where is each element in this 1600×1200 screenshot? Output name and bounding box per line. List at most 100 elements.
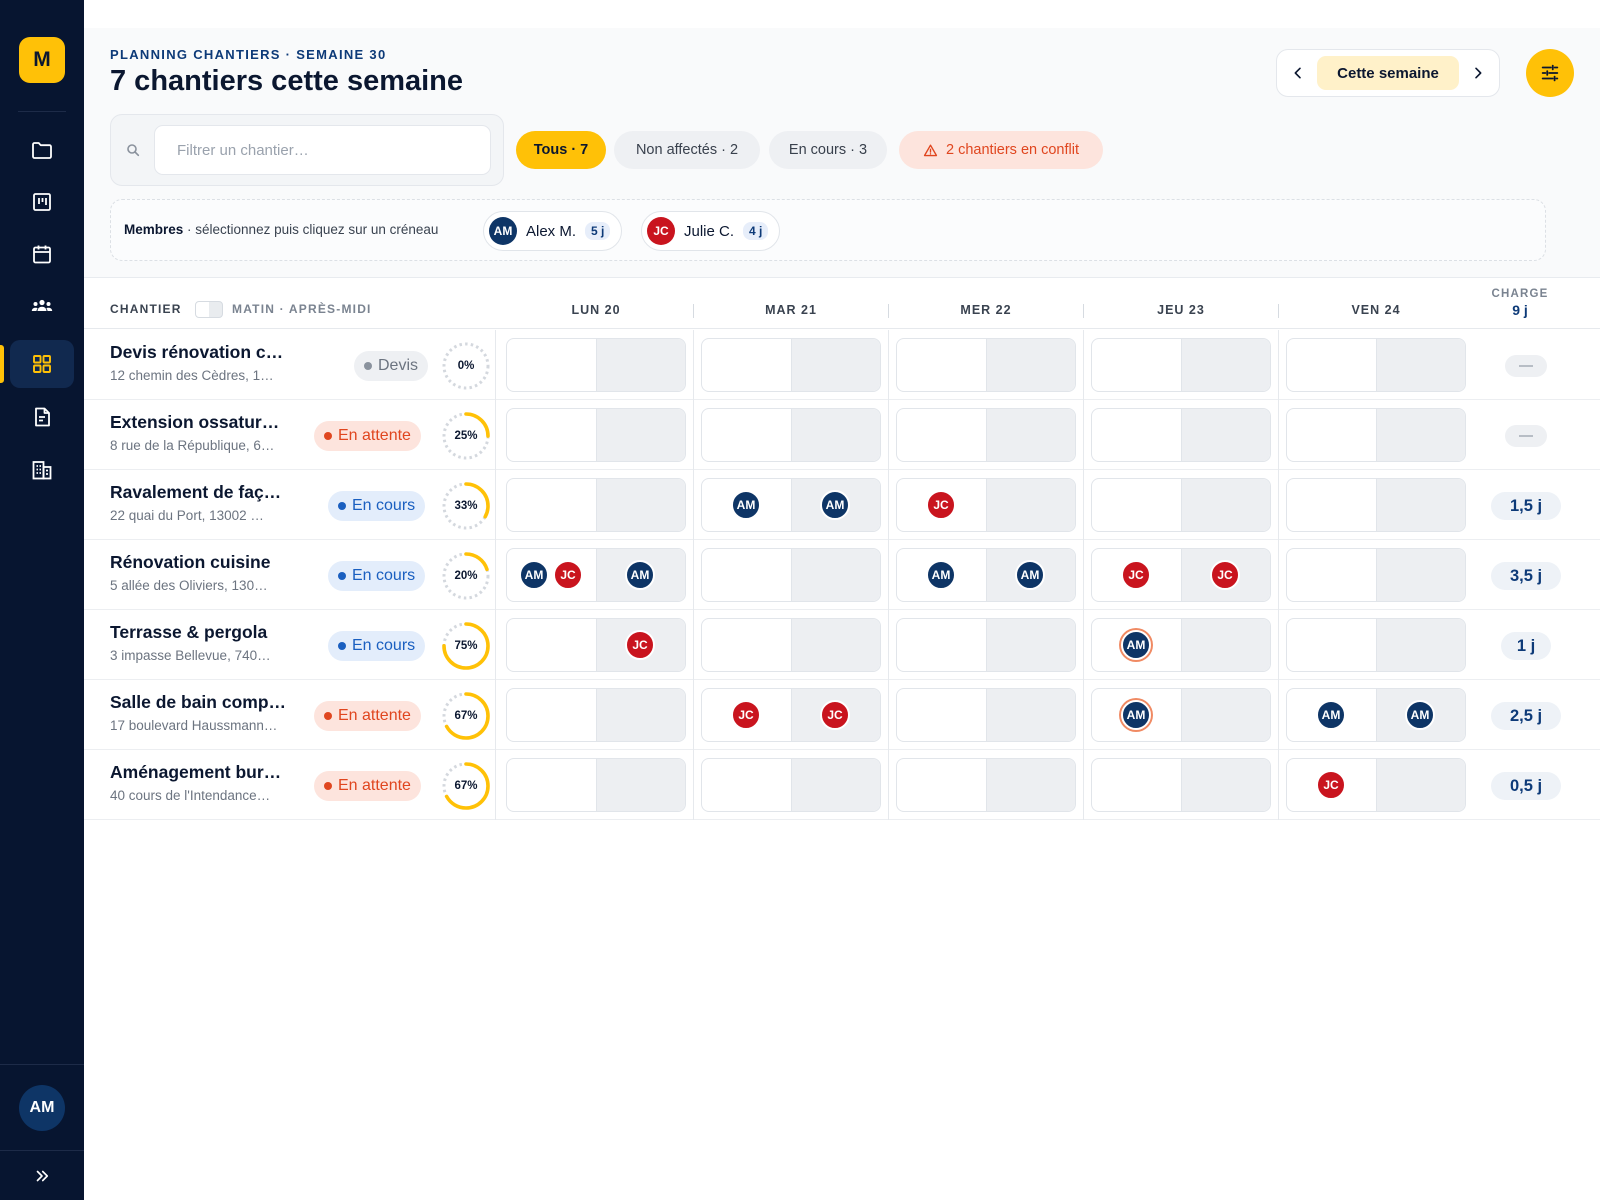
assignee-avatar[interactable]: AM: [625, 560, 655, 590]
assignee-avatar[interactable]: JC: [731, 700, 761, 730]
settings-button[interactable]: [1526, 49, 1574, 97]
afternoon-slot[interactable]: [986, 630, 1075, 662]
expand-sidebar-button[interactable]: [28, 1164, 56, 1188]
morning-slot[interactable]: [702, 630, 791, 662]
morning-slot[interactable]: [1092, 420, 1181, 452]
afternoon-slot[interactable]: [986, 490, 1075, 522]
afternoon-slot[interactable]: [986, 700, 1075, 732]
status-badge[interactable]: En attente: [314, 701, 421, 731]
chantier-name[interactable]: Salle de bain comp…: [110, 692, 287, 712]
afternoon-slot[interactable]: [596, 420, 685, 452]
afternoon-slot[interactable]: [986, 770, 1075, 802]
morning-slot[interactable]: [1092, 770, 1181, 802]
afternoon-slot[interactable]: [1376, 420, 1465, 452]
assignee-avatar[interactable]: AM: [1121, 700, 1151, 730]
table-row[interactable]: Rénovation cuisine 5 allée des Oliviers, …: [84, 540, 1600, 610]
assignee-avatar[interactable]: AM: [820, 490, 850, 520]
afternoon-slot[interactable]: [1181, 420, 1270, 452]
chantier-name[interactable]: Ravalement de faç…: [110, 482, 282, 502]
morning-slot[interactable]: [897, 770, 986, 802]
chantier-name[interactable]: Extension ossatur…: [110, 412, 280, 432]
afternoon-slot[interactable]: [1376, 490, 1465, 522]
filter-unassigned[interactable]: Non affectés · 2: [614, 131, 760, 169]
afternoon-slot[interactable]: [1181, 700, 1270, 732]
morning-slot[interactable]: [507, 350, 596, 382]
previous-week-button[interactable]: [1287, 62, 1309, 84]
assignee-avatar[interactable]: AM: [1405, 700, 1435, 730]
assignee-avatar[interactable]: AM: [519, 560, 549, 590]
afternoon-slot[interactable]: [1181, 770, 1270, 802]
morning-slot[interactable]: [1092, 490, 1181, 522]
sidebar-item-planning[interactable]: [10, 340, 74, 388]
table-row[interactable]: Aménagement bur… 40 cours de l'Intendance…: [84, 750, 1600, 820]
morning-slot[interactable]: [1287, 420, 1376, 452]
table-row[interactable]: Extension ossatur… 8 rue de la République…: [84, 400, 1600, 470]
afternoon-slot[interactable]: [596, 490, 685, 522]
afternoon-slot[interactable]: [1376, 630, 1465, 662]
morning-slot[interactable]: [897, 350, 986, 382]
assignee-avatar[interactable]: AM: [1316, 700, 1346, 730]
next-week-button[interactable]: [1467, 62, 1489, 84]
morning-slot[interactable]: [507, 630, 596, 662]
assignee-avatar[interactable]: AM: [926, 560, 956, 590]
app-logo[interactable]: M: [19, 37, 65, 83]
filter-conflicts[interactable]: 2 chantiers en conflit: [899, 131, 1103, 169]
afternoon-slot[interactable]: [1376, 350, 1465, 382]
morning-slot[interactable]: [702, 770, 791, 802]
morning-slot[interactable]: [702, 560, 791, 592]
afternoon-slot[interactable]: [1181, 350, 1270, 382]
member-chip-alex[interactable]: AM Alex M. 5 j: [483, 211, 623, 251]
morning-slot[interactable]: [507, 700, 596, 732]
assignee-avatar[interactable]: JC: [553, 560, 583, 590]
afternoon-slot[interactable]: [596, 770, 685, 802]
assignee-avatar[interactable]: JC: [1316, 770, 1346, 800]
sidebar-item-calendar[interactable]: [10, 230, 74, 278]
table-row[interactable]: Devis rénovation c… 12 chemin des Cèdres,…: [84, 330, 1600, 400]
filter-all[interactable]: Tous · 7: [516, 131, 606, 169]
assignee-avatar[interactable]: JC: [926, 490, 956, 520]
table-row[interactable]: Salle de bain comp… 17 boulevard Haussman…: [84, 680, 1600, 750]
morning-slot[interactable]: [702, 420, 791, 452]
status-badge[interactable]: En cours: [328, 491, 426, 521]
member-chip-julie[interactable]: JC Julie C. 4 j: [641, 211, 781, 251]
afternoon-slot[interactable]: [791, 770, 880, 802]
afternoon-slot[interactable]: [791, 630, 880, 662]
user-avatar[interactable]: AM: [19, 1085, 65, 1131]
filter-in-progress[interactable]: En cours · 3: [769, 131, 887, 169]
sidebar-item-projects[interactable]: [10, 126, 74, 174]
assignee-avatar[interactable]: AM: [731, 490, 761, 520]
morning-slot[interactable]: [1287, 490, 1376, 522]
afternoon-slot[interactable]: [986, 350, 1075, 382]
status-badge[interactable]: En cours: [328, 561, 426, 591]
status-badge[interactable]: Devis: [354, 351, 429, 381]
status-badge[interactable]: En cours: [328, 631, 426, 661]
status-badge[interactable]: En attente: [314, 771, 421, 801]
morning-slot[interactable]: [507, 490, 596, 522]
assignee-avatar[interactable]: JC: [1210, 560, 1240, 590]
morning-slot[interactable]: [897, 700, 986, 732]
morning-slot[interactable]: [897, 630, 986, 662]
afternoon-slot[interactable]: [1376, 770, 1465, 802]
morning-slot[interactable]: [1092, 350, 1181, 382]
afternoon-slot[interactable]: [791, 560, 880, 592]
chantier-name[interactable]: Devis rénovation c…: [110, 342, 284, 362]
sidebar-item-team[interactable]: [10, 282, 74, 330]
morning-slot[interactable]: [1287, 630, 1376, 662]
assignee-avatar[interactable]: JC: [820, 700, 850, 730]
morning-slot[interactable]: [1287, 350, 1376, 382]
morning-slot[interactable]: [897, 420, 986, 452]
afternoon-slot[interactable]: [791, 420, 880, 452]
morning-slot[interactable]: [507, 420, 596, 452]
afternoon-slot[interactable]: [791, 350, 880, 382]
search-input[interactable]: [154, 125, 491, 175]
morning-slot[interactable]: [507, 770, 596, 802]
table-row[interactable]: Terrasse & pergola 3 impasse Bellevue, 74…: [84, 610, 1600, 680]
morning-slot[interactable]: [702, 350, 791, 382]
afternoon-slot[interactable]: [596, 350, 685, 382]
assignee-avatar[interactable]: JC: [1121, 560, 1151, 590]
morning-slot[interactable]: [1287, 560, 1376, 592]
chantier-name[interactable]: Rénovation cuisine: [110, 552, 271, 572]
assignee-avatar[interactable]: AM: [1121, 630, 1151, 660]
table-row[interactable]: Ravalement de faç… 22 quai du Port, 13002…: [84, 470, 1600, 540]
status-badge[interactable]: En attente: [314, 421, 421, 451]
